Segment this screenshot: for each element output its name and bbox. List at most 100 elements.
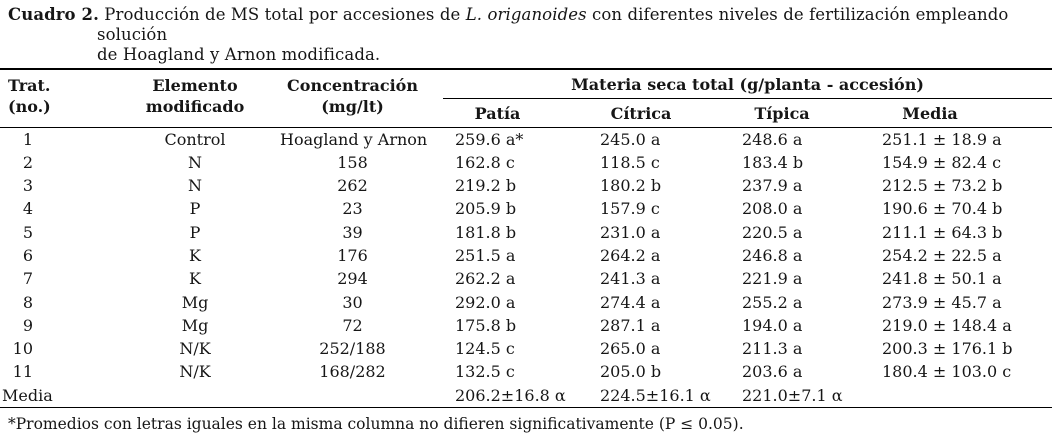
header-sub-citrica: Cítrica [570, 99, 712, 128]
cell-elemento: N [188, 176, 202, 196]
cell-media: 154.9 ± 82.4 c [882, 152, 1002, 172]
cell-concentracion: 39 [342, 222, 363, 242]
table-row: 6 K 176 251.5 a 264.2 a 246.8 a 254.2 ± 22.5 a [0, 244, 1052, 267]
cell-patia: 219.2 b [455, 176, 517, 196]
cell-patia: 181.8 b [455, 222, 517, 242]
caption-text-2: con diferentes niveles de fertilización … [97, 5, 1009, 44]
cell-elemento: K [189, 245, 201, 265]
cell-media: 212.5 ± 73.2 b [882, 176, 1003, 196]
table-header: Trat. (no.) Elemento modificado Concentr… [0, 69, 1052, 128]
cell-tipica: 221.9 a [742, 269, 803, 289]
cell-elemento: P [189, 199, 201, 219]
cell-tipica: 208.0 a [742, 199, 803, 219]
caption-text-1: Producción de MS total por accesiones de [98, 5, 466, 24]
data-table: Trat. (no.) Elemento modificado Concentr… [0, 68, 1052, 409]
cell-trat: 11 [12, 362, 33, 382]
cell-elemento: N/K [179, 339, 211, 359]
cell-trat: 8 [22, 292, 33, 312]
header-group-materia-seca: Materia seca total (g/planta - accesión) [425, 69, 1052, 99]
table-caption: Cuadro 2. Producción de MS total por acc… [0, 0, 1052, 68]
cell-concentracion: 23 [342, 199, 363, 219]
cell-patia: 124.5 c [455, 339, 515, 359]
header-group-label: Materia seca total (g/planta - accesión) [443, 74, 1052, 99]
table-row: 8 Mg 30 292.0 a 274.4 a 255.2 a 273.9 ± 45.7 a [0, 291, 1052, 314]
cell-patia: 162.8 c [455, 152, 515, 172]
cell-patia: 132.5 c [455, 362, 515, 382]
cell-tipica: 203.6 a [742, 362, 803, 382]
cell-tipica: 211.3 a [742, 339, 803, 359]
table-row: 9 Mg 72 175.8 b 287.1 a 194.0 a 219.0 ± 148.4 … [0, 314, 1052, 337]
cell-media: 251.1 ± 18.9 a [882, 129, 1002, 149]
header-elemento-line2: modificado [145, 97, 245, 116]
cell-citrica: 265.0 a [600, 339, 661, 359]
cell-concentracion: 176 [337, 245, 368, 265]
cell-concentracion: 158 [337, 152, 368, 172]
summary-cell-tipica: 221.0±7.1 α [712, 383, 852, 409]
cell-trat: 1 [22, 129, 33, 149]
summary-label: Media [0, 383, 425, 409]
table-row: 2 N 158 162.8 c 118.5 c 183.4 b 154.9 ± 82.4 c [0, 151, 1052, 174]
cell-patia: 205.9 b [455, 199, 517, 219]
table-row: 1 Control Hoagland y Arnon 259.6 a* 245.0 a 2… [0, 127, 1052, 151]
cell-citrica: 241.3 a [600, 269, 661, 289]
cell-citrica: 264.2 a [600, 245, 661, 265]
header-concentracion-line1: Concentración [287, 76, 418, 95]
header-trat-line2: (no.) [8, 97, 51, 116]
table-row: 3 N 262 219.2 b 180.2 b 237.9 a 212.5 ± 73.2 b [0, 174, 1052, 197]
cell-patia: 259.6 a* [455, 129, 524, 149]
cell-elemento: Mg [181, 292, 209, 312]
header-elemento-line1: Elemento [152, 76, 238, 95]
cell-concentracion: 168/282 [319, 362, 386, 382]
cell-concentracion: 262 [337, 176, 368, 196]
cell-media: 211.1 ± 64.3 b [882, 222, 1003, 242]
cell-elemento: Mg [181, 315, 209, 335]
cell-elemento: Control [164, 129, 226, 149]
cell-citrica: 245.0 a [600, 129, 661, 149]
cell-trat: 5 [22, 222, 33, 242]
cell-tipica: 194.0 a [742, 315, 803, 335]
table-summary: Media 206.2±16.8 α 224.5±16.1 α 221.0±7.… [0, 383, 1052, 409]
cell-elemento: N/K [179, 362, 211, 382]
cell-trat: 6 [22, 245, 33, 265]
summary-cell-media [852, 383, 1052, 409]
cell-concentracion: Hoagland y Arnon [280, 129, 428, 149]
cell-concentracion: 252/188 [319, 339, 386, 359]
table-row: 5 P 39 181.8 b 231.0 a 220.5 a 211.1 ± 64.3 b [0, 221, 1052, 244]
summary-row: Media 206.2±16.8 α 224.5±16.1 α 221.0±7.… [0, 383, 1052, 409]
cell-concentracion: 30 [342, 292, 363, 312]
summary-cell-patia: 206.2±16.8 α [425, 383, 570, 409]
cell-media: 273.9 ± 45.7 a [882, 292, 1002, 312]
table-row: 10 N/K 252/188 124.5 c 265.0 a 211.3 a 200.3 ±… [0, 337, 1052, 360]
header-sub-media: Media [852, 99, 1052, 128]
cell-patia: 251.5 a [455, 245, 516, 265]
cell-media: 200.3 ± 176.1 b [882, 339, 1013, 359]
table-row: 11 N/K 168/282 132.5 c 205.0 b 203.6 a 180.4 ±… [0, 360, 1052, 383]
cell-concentracion: 294 [337, 269, 368, 289]
cell-citrica: 274.4 a [600, 292, 661, 312]
cell-media: 254.2 ± 22.5 a [882, 245, 1002, 265]
cell-trat: 4 [22, 199, 33, 219]
header-concentracion-line2: (mg/lt) [321, 97, 384, 116]
cell-citrica: 180.2 b [600, 176, 662, 196]
cell-citrica: 157.9 c [600, 199, 660, 219]
header-trat: Trat. (no.) [0, 69, 110, 128]
header-trat-line1: Trat. [8, 76, 51, 95]
cell-tipica: 237.9 a [742, 176, 803, 196]
cell-media: 219.0 ± 148.4 a [882, 315, 1012, 335]
caption-species-name: L. origanoides [465, 5, 587, 24]
summary-cell-citrica: 224.5±16.1 α [570, 383, 712, 409]
cell-trat: 9 [22, 315, 33, 335]
cell-elemento: N [188, 152, 202, 172]
table-footnote: *Promedios con letras iguales en la mism… [8, 415, 744, 433]
header-sub-tipica: Típica [712, 99, 852, 128]
table-row: 7 K 294 262.2 a 241.3 a 221.9 a 241.8 ± 50.1 a [0, 267, 1052, 290]
cell-trat: 2 [22, 152, 33, 172]
cell-elemento: K [189, 269, 201, 289]
cell-citrica: 205.0 b [600, 362, 662, 382]
cell-media: 180.4 ± 103.0 c [882, 362, 1012, 382]
table-row: 4 P 23 205.9 b 157.9 c 208.0 a 190.6 ± 70.4 b [0, 197, 1052, 220]
cell-tipica: 255.2 a [742, 292, 803, 312]
cell-tipica: 183.4 b [742, 152, 804, 172]
cell-media: 241.8 ± 50.1 a [882, 269, 1002, 289]
header-concentracion: Concentración (mg/lt) [280, 69, 425, 128]
